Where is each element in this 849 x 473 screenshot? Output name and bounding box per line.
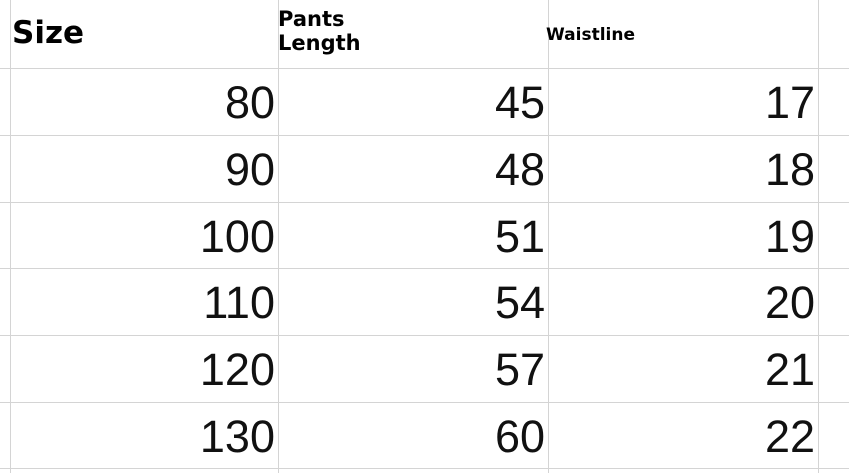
table-cell: 90: [224, 144, 275, 195]
table-cell: 17: [764, 77, 815, 128]
grid-line: [0, 268, 849, 269]
header-cell: Waistline: [546, 25, 635, 45]
table-cell: 20: [764, 277, 815, 328]
grid-line: [0, 202, 849, 203]
grid-line: [548, 0, 549, 473]
table-cell: 22: [764, 411, 815, 462]
table-cell: 110: [203, 277, 275, 328]
table-cell: 48: [494, 144, 545, 195]
grid-line: [278, 0, 279, 473]
table-cell: 60: [494, 411, 545, 462]
header-cell: Size: [12, 15, 85, 51]
grid-line: [0, 335, 849, 336]
grid-line: [0, 468, 849, 469]
header-cell: Pants Length: [278, 7, 361, 56]
table-cell: 100: [199, 211, 275, 262]
table-cell: 80: [224, 77, 275, 128]
grid-line: [10, 0, 11, 473]
table-cell: 120: [199, 344, 275, 395]
table-cell: 19: [764, 211, 815, 262]
table-cell: 57: [494, 344, 545, 395]
grid-line: [0, 402, 849, 403]
table-cell: 45: [494, 77, 545, 128]
table-cell: 130: [199, 411, 275, 462]
table-cell: 18: [764, 144, 815, 195]
grid-line: [818, 0, 819, 473]
grid-line: [0, 68, 849, 69]
grid-line: [0, 135, 849, 136]
table-cell: 54: [494, 277, 545, 328]
table-cell: 51: [494, 211, 545, 262]
table-cell: 21: [764, 344, 815, 395]
